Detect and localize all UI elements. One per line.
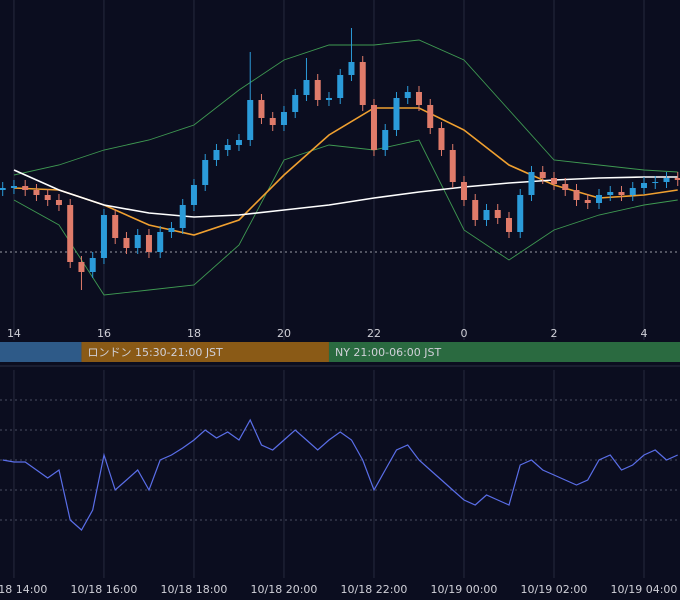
candle-body	[78, 262, 85, 272]
candle-body	[325, 98, 332, 100]
x-tick-label: 10/18 18:00	[161, 583, 228, 596]
candle-body	[67, 205, 74, 262]
session-band	[328, 342, 680, 362]
candle-body	[674, 178, 680, 180]
candle-body	[33, 190, 40, 195]
x-tick-label: 10/19 04:00	[611, 583, 678, 596]
x-tick-label: 18	[187, 327, 201, 340]
candle-body	[607, 192, 614, 195]
candle-body	[337, 75, 344, 98]
session-label: NY 21:00-06:00 JST	[335, 346, 442, 359]
indicator-line	[13, 169, 678, 218]
x-tick-label: 20	[277, 327, 291, 340]
x-tick-label: 16	[97, 327, 111, 340]
x-tick-label: 10/18 22:00	[341, 583, 408, 596]
session-band	[81, 342, 329, 362]
x-tick-label: 2	[550, 327, 557, 340]
candle-body	[190, 185, 197, 205]
candle-body	[505, 218, 512, 232]
candle-body	[438, 128, 445, 150]
candle-body	[517, 195, 524, 232]
candle-body	[359, 62, 366, 105]
x-tick-label: 10/18 14:00	[0, 583, 47, 596]
candle-body	[427, 105, 434, 128]
candle-body	[55, 200, 62, 205]
candle-body	[179, 205, 186, 228]
candle-body	[224, 145, 231, 150]
candle-body	[0, 188, 6, 190]
x-tick-label: 10/19 00:00	[431, 583, 498, 596]
oscillator-line	[2, 418, 678, 531]
candle-body	[539, 172, 546, 178]
candle-body	[157, 232, 164, 252]
candle-body	[573, 190, 580, 200]
candle-body	[10, 186, 17, 188]
candle-body	[595, 195, 602, 203]
candle-body	[123, 238, 130, 248]
x-tick-label: 0	[460, 327, 467, 340]
candle-body	[168, 228, 175, 232]
candle-body	[460, 182, 467, 200]
candle-body	[652, 182, 659, 183]
candle-body	[415, 92, 422, 105]
candle-body	[145, 235, 152, 252]
x-tick-label: 10/18 16:00	[71, 583, 138, 596]
candle-body	[382, 130, 389, 150]
x-tick-label: 22	[367, 327, 381, 340]
candle-body	[280, 112, 287, 125]
candle-body	[483, 210, 490, 220]
candle-body	[112, 215, 119, 238]
candle-body	[134, 235, 141, 248]
x-tick-label: 4	[640, 327, 647, 340]
candle-body	[494, 210, 501, 218]
candle-body	[314, 80, 321, 100]
candle-body	[247, 100, 254, 140]
candle-body	[44, 195, 51, 200]
candle-body	[235, 140, 242, 145]
candle-body	[202, 160, 209, 185]
candle-body	[618, 192, 625, 195]
candle-body	[404, 92, 411, 98]
session-band	[0, 342, 82, 362]
candle-body	[562, 184, 569, 190]
candle-body	[393, 98, 400, 130]
candle-body	[663, 178, 670, 182]
candle-body	[348, 62, 355, 75]
candle-body	[550, 178, 557, 184]
candle-body	[449, 150, 456, 182]
candle-body	[269, 118, 276, 125]
candle-body	[292, 95, 299, 112]
candle-body	[472, 200, 479, 220]
x-tick-label: 10/18 20:00	[251, 583, 318, 596]
candle-body	[213, 150, 220, 160]
candle-body	[258, 100, 265, 118]
candle-body	[370, 105, 377, 150]
candle-body	[89, 258, 96, 272]
candle-body	[640, 183, 647, 188]
indicator-line	[13, 139, 678, 296]
candle-body	[584, 200, 591, 203]
candle-body	[629, 188, 636, 195]
session-label: ロンドン 15:30-21:00 JST	[87, 346, 223, 359]
candle-body	[22, 186, 29, 190]
candle-body	[528, 172, 535, 195]
candle-body	[100, 215, 107, 258]
x-tick-label: 14	[7, 327, 21, 340]
x-tick-label: 10/19 02:00	[521, 583, 588, 596]
candle-body	[303, 80, 310, 95]
